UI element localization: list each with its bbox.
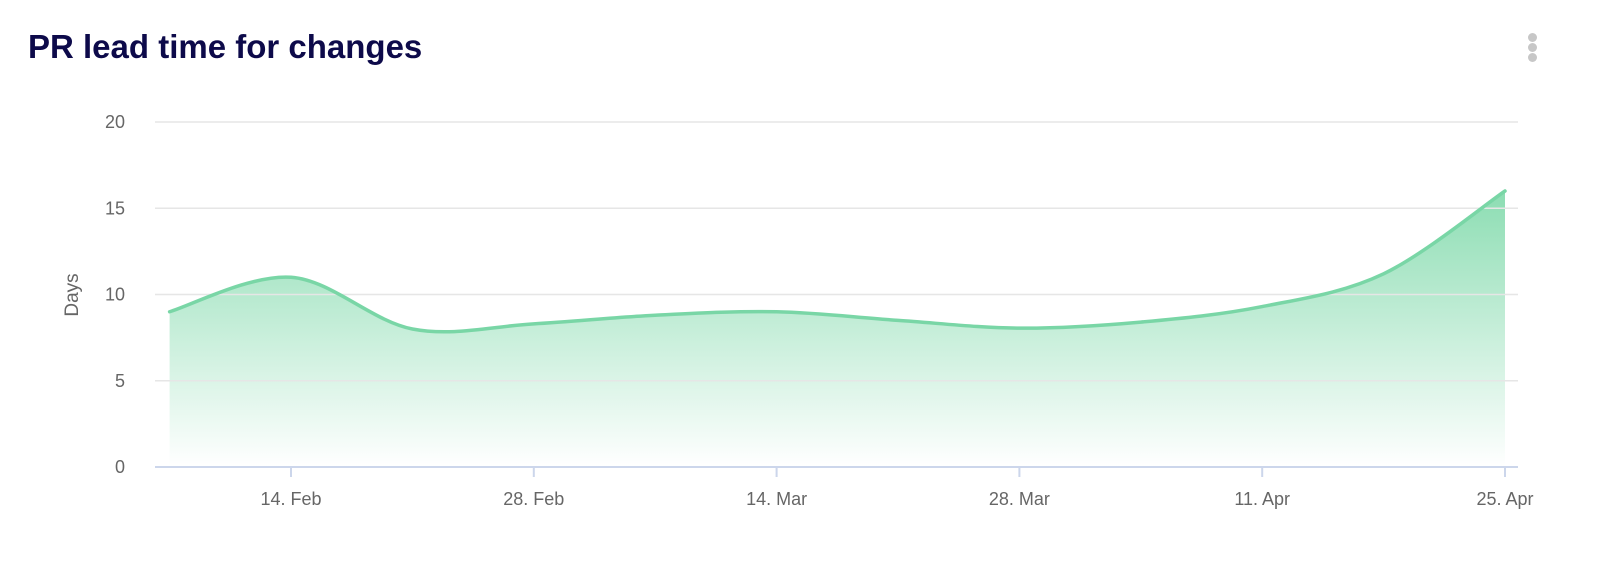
series-line bbox=[167, 189, 1507, 334]
x-tick-label: 14. Feb bbox=[260, 489, 321, 509]
data-point[interactable] bbox=[406, 323, 418, 335]
y-tick-label: 10 bbox=[105, 285, 125, 305]
x-tick-label: 25. Apr bbox=[1476, 489, 1533, 509]
data-point[interactable] bbox=[1256, 301, 1268, 313]
vertical-ellipsis-icon[interactable] bbox=[1524, 33, 1540, 65]
chart-title: PR lead time for changes bbox=[28, 28, 423, 65]
data-point[interactable] bbox=[771, 306, 783, 318]
y-axis-label: Days bbox=[62, 273, 83, 316]
data-point[interactable] bbox=[528, 318, 540, 330]
data-point[interactable] bbox=[1378, 268, 1390, 280]
x-tick-label: 11. Apr bbox=[1234, 489, 1290, 509]
area-fill bbox=[169, 191, 1506, 467]
data-point[interactable] bbox=[649, 309, 661, 321]
data-point[interactable] bbox=[892, 314, 904, 326]
x-tick-label: 14. Mar bbox=[746, 489, 807, 509]
y-tick-label: 0 bbox=[115, 457, 125, 477]
data-point[interactable] bbox=[1499, 185, 1511, 197]
y-tick-label: 20 bbox=[105, 112, 125, 132]
x-tick-label: 28. Feb bbox=[503, 489, 564, 509]
data-point[interactable] bbox=[1135, 316, 1147, 328]
data-point[interactable] bbox=[285, 271, 297, 283]
data-point[interactable] bbox=[164, 306, 176, 318]
x-tick-label: 28. Mar bbox=[989, 489, 1050, 509]
y-tick-label: 15 bbox=[105, 198, 125, 218]
data-point[interactable] bbox=[1013, 322, 1025, 334]
y-tick-label: 5 bbox=[115, 371, 125, 391]
